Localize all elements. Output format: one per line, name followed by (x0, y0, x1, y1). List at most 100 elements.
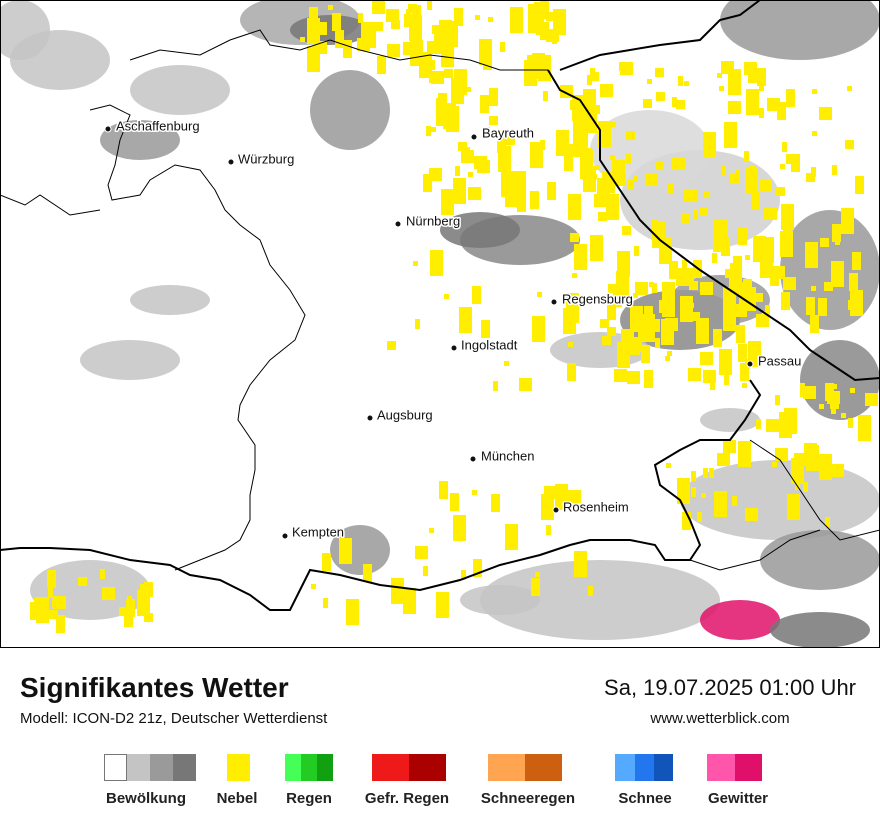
fog-cell (432, 25, 441, 34)
fog-cell (47, 570, 56, 588)
cities: Aschaffenburg Würzburg Bayreuth Nürnberg… (104, 117, 803, 541)
fog-cell (454, 8, 463, 26)
fog-cell (634, 246, 639, 256)
fog-cell (335, 30, 344, 48)
fog-cell (543, 91, 548, 101)
city-dot (550, 298, 558, 306)
legend-swatches (372, 754, 446, 781)
legend-label: Nebel (216, 790, 258, 807)
fog-cell (745, 508, 758, 521)
fog-cell (410, 40, 423, 66)
fog-cell (724, 375, 729, 385)
fog-cell (682, 260, 687, 270)
fog-cell (754, 293, 763, 302)
fog-cell (519, 378, 532, 391)
fog-cell (810, 315, 819, 333)
fog-cell (48, 588, 53, 598)
city-label: Rosenheim (563, 499, 629, 514)
state-border (129, 29, 548, 71)
fog-cell (791, 154, 800, 172)
fog-cell (803, 482, 808, 492)
fog-cell (144, 613, 153, 622)
fog-cell (681, 214, 690, 223)
fog-cell (582, 148, 591, 166)
fog-cell (811, 167, 816, 177)
fog-cell (607, 302, 616, 320)
fog-cell (849, 273, 858, 291)
fog-cell (855, 176, 864, 194)
fog-cell (453, 515, 466, 541)
fog-cell (691, 471, 696, 481)
fog-cell (795, 480, 800, 490)
fog-cell (725, 269, 734, 278)
fog-cell (703, 370, 716, 383)
city-dot (104, 125, 112, 133)
legend-label: Schnee (618, 790, 672, 807)
fog-cell (685, 268, 694, 286)
fog-cell (458, 142, 467, 151)
fog-cell (461, 570, 466, 580)
fog-cell (563, 308, 576, 334)
fog-cell (701, 493, 706, 498)
fog-cell (784, 408, 797, 434)
fog-cell (343, 40, 352, 58)
fog-cell (645, 173, 658, 186)
fog-cell (102, 587, 115, 600)
fog-cell (598, 212, 607, 221)
fog-cell (684, 81, 689, 86)
fog-cell (819, 454, 832, 480)
fog-cell (602, 172, 611, 181)
fog-cell (812, 131, 817, 136)
fog-cell (423, 174, 432, 192)
fog-cell (570, 233, 579, 242)
fog-cell (806, 173, 815, 182)
fog-cell (756, 419, 761, 429)
fog-cell (546, 525, 551, 535)
fog-cell (772, 266, 785, 279)
city-dot (470, 133, 478, 141)
fog-cell (595, 165, 600, 170)
city-dot (281, 532, 289, 540)
fog-cell (432, 45, 441, 54)
datetime: Sa, 19.07.2025 01:00 Uhr (604, 675, 856, 700)
fog-cell (100, 569, 105, 579)
fog-cell (415, 319, 420, 329)
fog-cell (429, 73, 434, 83)
fog-cell (590, 72, 599, 81)
fog-cell (649, 282, 654, 287)
fog-cell (430, 60, 435, 70)
fog-cell (772, 462, 777, 467)
fog-cell (782, 142, 787, 152)
fog-cell (759, 81, 764, 91)
fog-cell (738, 344, 747, 362)
fog-cell (742, 383, 747, 388)
fog-cell (358, 13, 363, 23)
fog-cell (831, 261, 844, 287)
fog-cell (824, 282, 833, 291)
fog-cell (513, 171, 526, 197)
fog-cell (610, 155, 615, 160)
fog-cell (693, 209, 698, 219)
fog-cell (787, 494, 800, 520)
fog-cell (730, 174, 739, 183)
fog-cell (466, 87, 471, 92)
fog-cell (441, 41, 454, 67)
fog-cell (757, 68, 766, 86)
fog-cell (717, 453, 730, 466)
fog-cell (688, 368, 701, 381)
fog-cell (430, 250, 443, 276)
fog-cell (720, 356, 725, 361)
fog-cell (780, 164, 785, 169)
fog-cell (644, 370, 653, 388)
cloud-area (440, 212, 520, 248)
fog-cell (733, 256, 742, 274)
cloud-area (460, 585, 540, 615)
fog-cell (655, 68, 664, 77)
fog-cell (408, 4, 417, 13)
fog-cell (676, 100, 685, 109)
fog-cell (538, 55, 551, 81)
fog-cell (765, 305, 770, 315)
fog-cell (473, 559, 482, 577)
fog-cell (751, 191, 760, 209)
